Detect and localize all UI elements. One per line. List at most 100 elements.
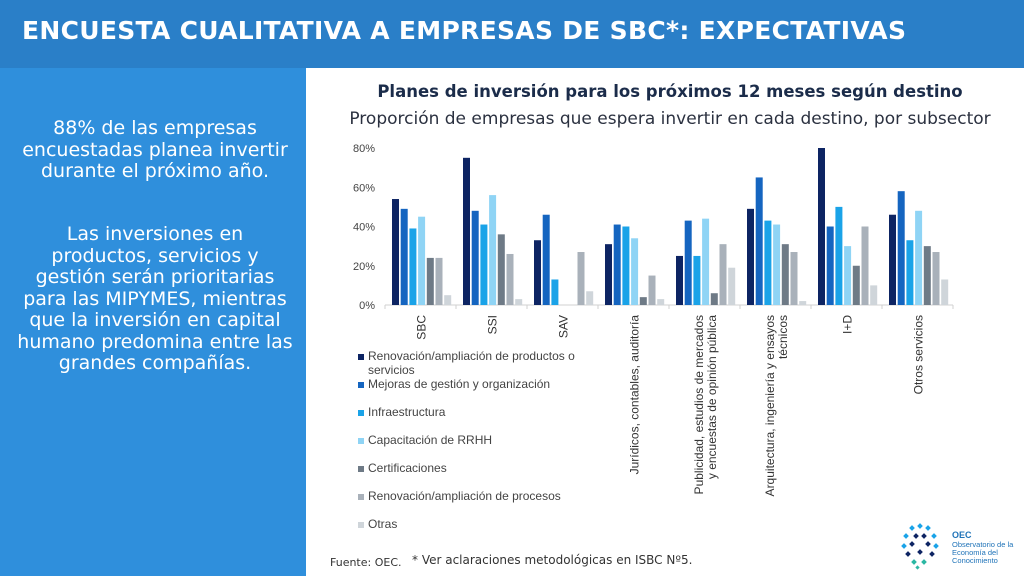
- page-title: ENCUESTA CUALITATIVA A EMPRESAS DE SBC*:…: [22, 16, 907, 45]
- y-tick-label: 40%: [353, 222, 375, 234]
- bar-3-1: [489, 195, 497, 305]
- bar-6-7: [941, 279, 949, 305]
- legend-label-line: Certificaciones: [368, 461, 447, 475]
- logo-name: OEC: [952, 530, 972, 540]
- methodology-note: * Ver aclaraciones metodológicas en ISBC…: [412, 553, 693, 567]
- category-label-line: Arquitectura, ingeniería y ensayos: [763, 315, 777, 496]
- logo-caption: Observatorio de la Economía del Conocimi…: [952, 540, 1014, 565]
- category-label: Jurídicos, contables, auditoría: [628, 315, 642, 475]
- legend-label-line: Infraestructura: [368, 405, 446, 419]
- bar-6-5: [799, 301, 807, 305]
- summary-panel: 88% de las empresas encuestadas planea i…: [0, 68, 306, 576]
- legend-swatch: [358, 466, 364, 472]
- bar-5-1: [506, 253, 514, 305]
- bar-5-5: [790, 252, 798, 305]
- summary-paragraph-2: Las inversiones en productos, servicios …: [17, 223, 293, 374]
- category-label: SBC: [415, 315, 429, 340]
- legend-swatch: [358, 522, 364, 528]
- bar-6-2: [586, 291, 594, 305]
- legend-label-line: Capacitación de RRHH: [368, 433, 492, 447]
- category-label-line: SSI: [486, 315, 500, 334]
- category-label: SAV: [557, 315, 571, 338]
- bar-4-0: [426, 257, 434, 305]
- bar-1-6: [826, 226, 834, 305]
- bar-1-7: [897, 191, 905, 305]
- legend-swatch: [358, 410, 364, 416]
- bar-4-6: [852, 265, 860, 305]
- legend-label: Otras: [368, 517, 397, 531]
- bar-3-3: [631, 238, 639, 305]
- bar-6-3: [657, 299, 665, 305]
- category-label: SSI: [486, 315, 500, 334]
- legend-label: Infraestructura: [368, 405, 446, 419]
- category-label-line: I+D: [841, 315, 855, 334]
- bar-3-6: [844, 246, 852, 305]
- bar-0-3: [605, 244, 612, 305]
- y-tick-label: 60%: [353, 182, 375, 194]
- category-label-line: Publicidad, estudios de mercados: [692, 315, 706, 494]
- category-label-line: SBC: [415, 315, 429, 340]
- legend-label: Certificaciones: [368, 461, 447, 475]
- category-label: I+D: [841, 315, 855, 334]
- category-label: Publicidad, estudios de mercadosy encues…: [692, 315, 719, 495]
- bar-2-0: [409, 228, 417, 305]
- bar-6-6: [870, 285, 878, 305]
- bar-0-4: [676, 255, 683, 305]
- bar-4-1: [497, 234, 505, 305]
- bar-3-7: [915, 210, 923, 305]
- legend-label: Renovación/ampliación de productos o serv…: [368, 349, 575, 377]
- bar-2-2: [551, 279, 559, 305]
- bar-2-3: [622, 226, 630, 305]
- y-tick-label: 0%: [359, 300, 375, 312]
- legend-label-line: Otras: [368, 517, 397, 531]
- bar-0-5: [747, 208, 754, 305]
- legend-swatch: [358, 382, 364, 388]
- bar-2-5: [764, 220, 772, 305]
- legend-label-line: Renovación/ampliación de procesos: [368, 489, 561, 503]
- bar-3-0: [418, 216, 426, 305]
- bar-6-1: [515, 299, 523, 305]
- bar-1-2: [542, 214, 550, 305]
- legend-label: Capacitación de RRHH: [368, 433, 492, 447]
- bar-2-4: [693, 255, 701, 305]
- source-note: Fuente: OEC.: [330, 556, 402, 569]
- legend-swatch: [358, 494, 364, 500]
- oec-logo-icon: [901, 523, 939, 570]
- bar-4-5: [781, 244, 789, 305]
- category-label-line: Jurídicos, contables, auditoría: [628, 315, 642, 475]
- summary-paragraph-1: 88% de las empresas encuestadas planea i…: [22, 117, 288, 182]
- bar-5-2: [577, 252, 585, 305]
- category-label: Arquitectura, ingeniería y ensayostécnic…: [763, 315, 790, 496]
- legend-label-line: Renovación/ampliación de productos o: [368, 349, 575, 363]
- bar-4-4: [710, 293, 718, 305]
- legend-swatch: [358, 438, 364, 444]
- category-label: Otros servicios: [912, 315, 926, 394]
- bar-0-0: [392, 199, 399, 305]
- bar-5-0: [435, 257, 443, 305]
- bar-6-0: [444, 295, 452, 305]
- bar-6-4: [728, 267, 736, 305]
- header-bar: ENCUESTA CUALITATIVA A EMPRESAS DE SBC*:…: [0, 0, 1024, 68]
- legend-label: Mejoras de gestión y organización: [368, 377, 550, 391]
- y-tick-label: 80%: [353, 143, 375, 155]
- legend-label: Renovación/ampliación de procesos: [368, 489, 561, 503]
- y-tick-label: 20%: [353, 261, 375, 273]
- bar-1-3: [613, 224, 621, 305]
- bar-1-5: [755, 177, 763, 305]
- legend-label-line: Mejoras de gestión y organización: [368, 377, 550, 391]
- bar-3-5: [773, 224, 781, 305]
- bar-1-4: [684, 220, 692, 305]
- category-label-line: y encuestas de opinión pública: [705, 315, 719, 479]
- bar-0-6: [818, 148, 825, 305]
- bar-3-4: [702, 218, 710, 305]
- bar-1-0: [400, 208, 408, 305]
- bar-0-1: [463, 157, 470, 305]
- bar-5-7: [932, 252, 940, 305]
- bar-4-3: [639, 297, 647, 305]
- bar-0-7: [889, 214, 896, 305]
- bar-4-7: [923, 246, 931, 305]
- bar-2-6: [835, 206, 843, 305]
- category-label-line: SAV: [557, 315, 571, 338]
- category-label-line: Otros servicios: [912, 315, 926, 394]
